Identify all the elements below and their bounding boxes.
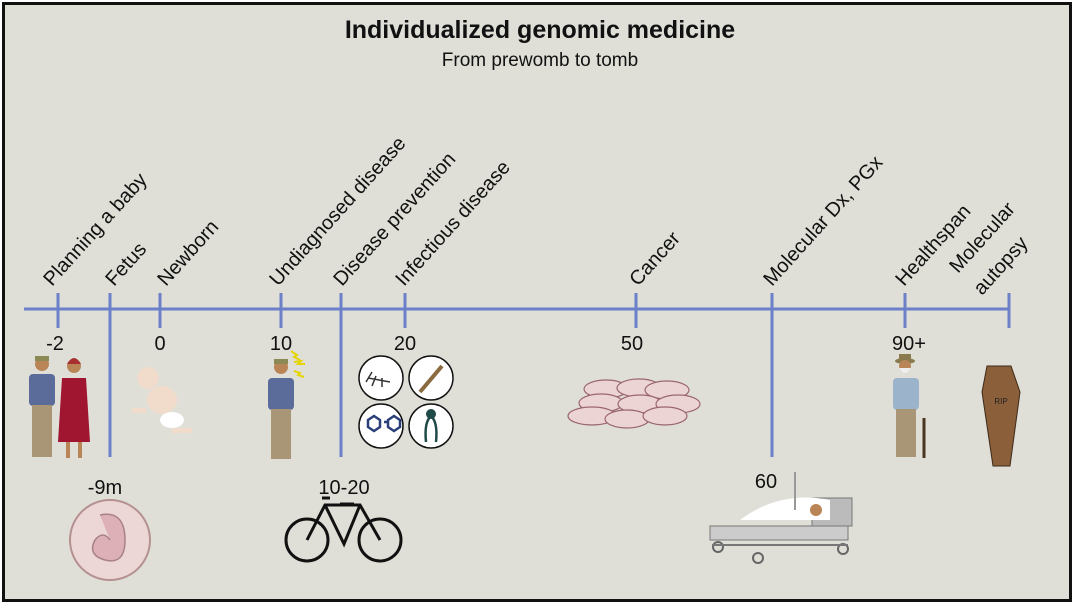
baby-icon — [132, 367, 192, 433]
hospital-bed-icon — [709, 472, 853, 564]
age-label: -9m — [88, 477, 122, 499]
bicycle-icon — [284, 496, 403, 563]
coffin-icon: RIP — [981, 365, 1021, 467]
cancer-cells-icon — [567, 378, 701, 429]
figure-frame — [2, 2, 1072, 602]
sick-child-icon — [268, 350, 305, 459]
pathogen-icon — [408, 403, 454, 449]
elderly-man-icon — [893, 354, 926, 458]
age-label: 20 — [394, 333, 416, 355]
stage-label: Fetus — [101, 238, 151, 290]
mosquito-icon — [358, 355, 404, 401]
stage-label: Infectious disease — [391, 157, 514, 291]
stage-label: Newborn — [153, 216, 223, 290]
figure-title: Individualized genomic medicine — [344, 16, 736, 44]
stage-label: Cancer — [625, 227, 685, 290]
figure-subtitle: From prewomb to tomb — [441, 50, 639, 71]
age-label: 50 — [621, 333, 643, 355]
age-label: 10 — [270, 333, 292, 355]
coffin-text: RIP — [994, 397, 1007, 406]
age-label: 0 — [154, 333, 165, 355]
couple-icon — [29, 356, 90, 458]
age-label: 90+ — [892, 333, 926, 355]
age-label: 10-20 — [318, 477, 369, 499]
stage-label: Molecular Dx, PGx — [759, 152, 887, 291]
stage-label: Disease prevention — [329, 148, 460, 290]
age-label: 60 — [755, 471, 777, 493]
embryo-icon — [69, 499, 151, 581]
infection-icons — [358, 355, 454, 449]
age-label: -2 — [46, 333, 64, 355]
stage-label: Planning a baby — [39, 169, 151, 290]
